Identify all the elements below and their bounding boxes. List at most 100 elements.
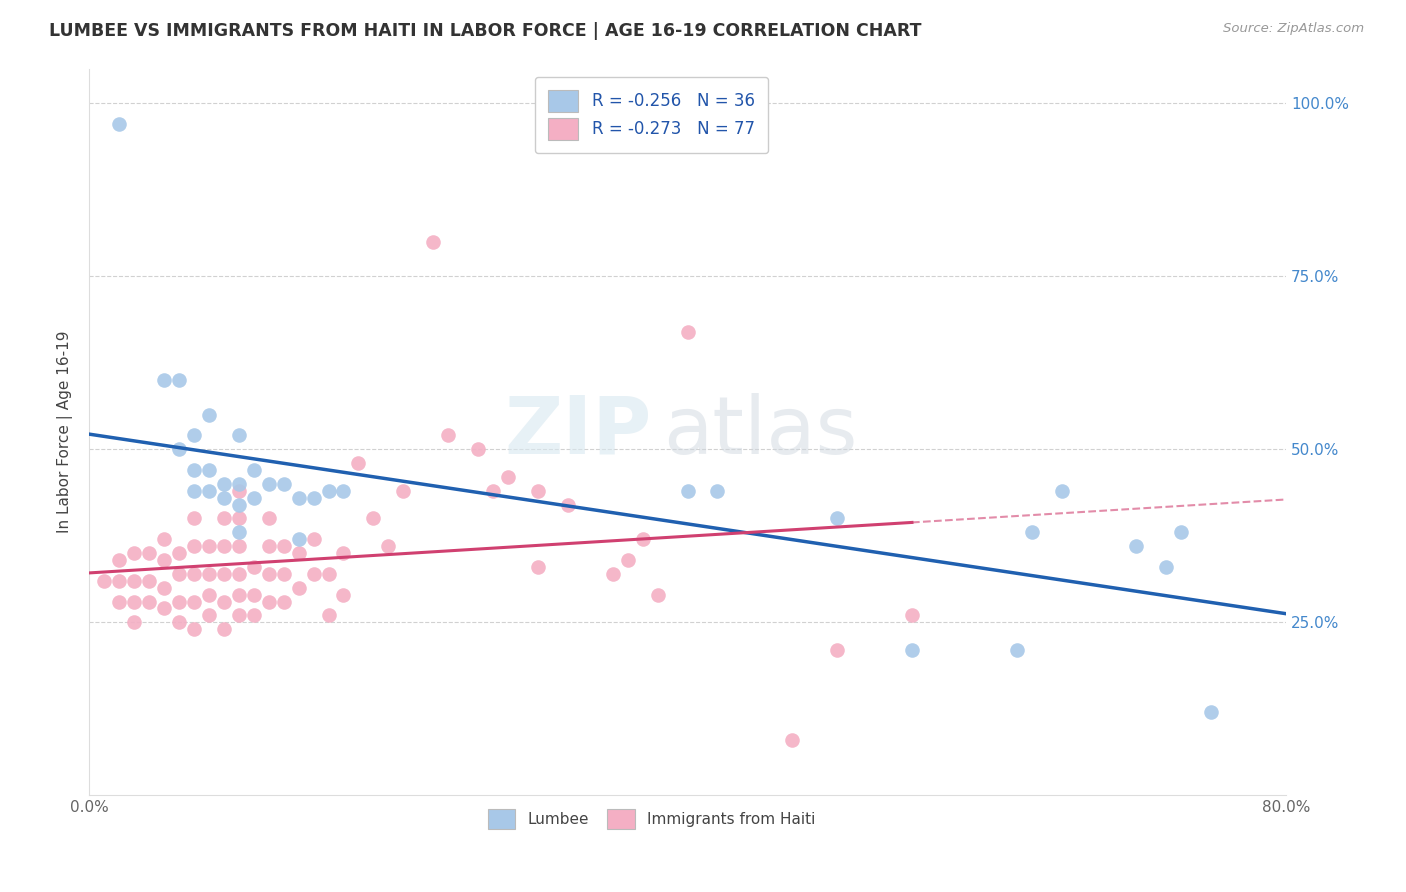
Point <box>825 511 848 525</box>
Point <box>273 566 295 581</box>
Point <box>318 566 340 581</box>
Point <box>198 608 221 623</box>
Point <box>257 594 280 608</box>
Point <box>332 483 354 498</box>
Point <box>183 539 205 553</box>
Point <box>198 566 221 581</box>
Point <box>122 594 145 608</box>
Point <box>212 511 235 525</box>
Point <box>122 574 145 588</box>
Text: ZIP: ZIP <box>505 393 651 471</box>
Point <box>198 463 221 477</box>
Point <box>1125 539 1147 553</box>
Point <box>332 588 354 602</box>
Point <box>167 546 190 560</box>
Point <box>273 476 295 491</box>
Point <box>482 483 505 498</box>
Point <box>496 470 519 484</box>
Point <box>228 498 250 512</box>
Point <box>183 622 205 636</box>
Point <box>273 594 295 608</box>
Point <box>138 546 160 560</box>
Point <box>676 325 699 339</box>
Point <box>527 483 550 498</box>
Point <box>108 553 131 567</box>
Point <box>212 594 235 608</box>
Point <box>1005 643 1028 657</box>
Point <box>153 553 176 567</box>
Y-axis label: In Labor Force | Age 16-19: In Labor Force | Age 16-19 <box>58 331 73 533</box>
Point <box>557 498 579 512</box>
Point <box>257 539 280 553</box>
Point <box>1156 560 1178 574</box>
Point <box>1199 706 1222 720</box>
Point <box>228 483 250 498</box>
Point <box>228 511 250 525</box>
Point <box>167 594 190 608</box>
Point <box>167 615 190 630</box>
Point <box>616 553 638 567</box>
Point <box>212 566 235 581</box>
Point <box>287 581 309 595</box>
Point <box>153 601 176 615</box>
Point <box>183 594 205 608</box>
Point <box>183 566 205 581</box>
Point <box>647 588 669 602</box>
Point <box>287 546 309 560</box>
Point <box>212 491 235 505</box>
Point <box>287 533 309 547</box>
Point <box>318 608 340 623</box>
Point <box>1050 483 1073 498</box>
Point <box>257 476 280 491</box>
Text: atlas: atlas <box>664 393 858 471</box>
Point <box>212 539 235 553</box>
Point <box>153 581 176 595</box>
Point <box>228 428 250 442</box>
Point <box>122 615 145 630</box>
Point <box>437 428 460 442</box>
Text: LUMBEE VS IMMIGRANTS FROM HAITI IN LABOR FORCE | AGE 16-19 CORRELATION CHART: LUMBEE VS IMMIGRANTS FROM HAITI IN LABOR… <box>49 22 922 40</box>
Point <box>198 408 221 422</box>
Point <box>392 483 415 498</box>
Point <box>347 456 370 470</box>
Point <box>228 525 250 540</box>
Point <box>780 733 803 747</box>
Point <box>318 483 340 498</box>
Point <box>138 594 160 608</box>
Point <box>302 566 325 581</box>
Point <box>122 546 145 560</box>
Point <box>198 483 221 498</box>
Point <box>257 566 280 581</box>
Point <box>228 566 250 581</box>
Point <box>167 442 190 457</box>
Point <box>706 483 728 498</box>
Text: Source: ZipAtlas.com: Source: ZipAtlas.com <box>1223 22 1364 36</box>
Point <box>242 588 264 602</box>
Point <box>467 442 489 457</box>
Point <box>183 463 205 477</box>
Point <box>198 539 221 553</box>
Point <box>273 539 295 553</box>
Point <box>242 491 264 505</box>
Point <box>228 476 250 491</box>
Point <box>167 373 190 387</box>
Point <box>901 643 924 657</box>
Point <box>257 511 280 525</box>
Point <box>631 533 654 547</box>
Point <box>153 533 176 547</box>
Point <box>825 643 848 657</box>
Point <box>212 622 235 636</box>
Point <box>228 588 250 602</box>
Point <box>332 546 354 560</box>
Legend: Lumbee, Immigrants from Haiti: Lumbee, Immigrants from Haiti <box>482 803 821 835</box>
Point <box>228 608 250 623</box>
Point <box>377 539 399 553</box>
Point <box>302 533 325 547</box>
Point <box>138 574 160 588</box>
Point <box>93 574 115 588</box>
Point <box>527 560 550 574</box>
Point <box>212 476 235 491</box>
Point <box>108 594 131 608</box>
Point <box>108 574 131 588</box>
Point <box>422 235 444 249</box>
